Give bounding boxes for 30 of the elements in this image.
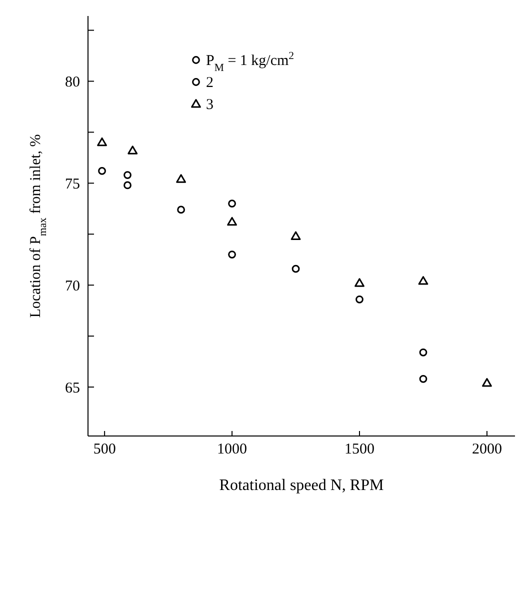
point xyxy=(290,231,301,240)
point xyxy=(228,250,236,258)
y-tick-label: 75 xyxy=(65,176,80,193)
point xyxy=(97,137,107,146)
point xyxy=(124,171,132,179)
point xyxy=(356,295,364,304)
point xyxy=(98,167,106,175)
x-axis-title: Rotational speed N, RPM xyxy=(219,477,384,494)
point xyxy=(227,216,237,226)
x-tick-label: 1500 xyxy=(344,442,374,458)
legend-label: P$_{M}$ = 1 kg/cm$^{2}$ xyxy=(206,50,294,74)
legend-label: 3 xyxy=(206,97,214,113)
point xyxy=(124,181,132,190)
x-tick-label: 1000 xyxy=(217,442,248,458)
point xyxy=(177,206,185,214)
x-tick-label: 2000 xyxy=(472,442,502,458)
y-tick-label: 70 xyxy=(65,278,80,294)
y-tick-label: 80 xyxy=(65,74,80,91)
point xyxy=(482,378,492,387)
y-tick-label: 65 xyxy=(65,380,80,396)
point xyxy=(128,146,138,154)
point xyxy=(176,174,186,183)
point xyxy=(354,278,364,287)
point xyxy=(419,348,428,356)
point xyxy=(292,264,300,273)
point xyxy=(228,200,236,208)
point xyxy=(418,276,428,285)
point xyxy=(419,374,428,383)
x-tick-label: 500 xyxy=(93,442,116,458)
legend-label: 2 xyxy=(206,75,214,91)
